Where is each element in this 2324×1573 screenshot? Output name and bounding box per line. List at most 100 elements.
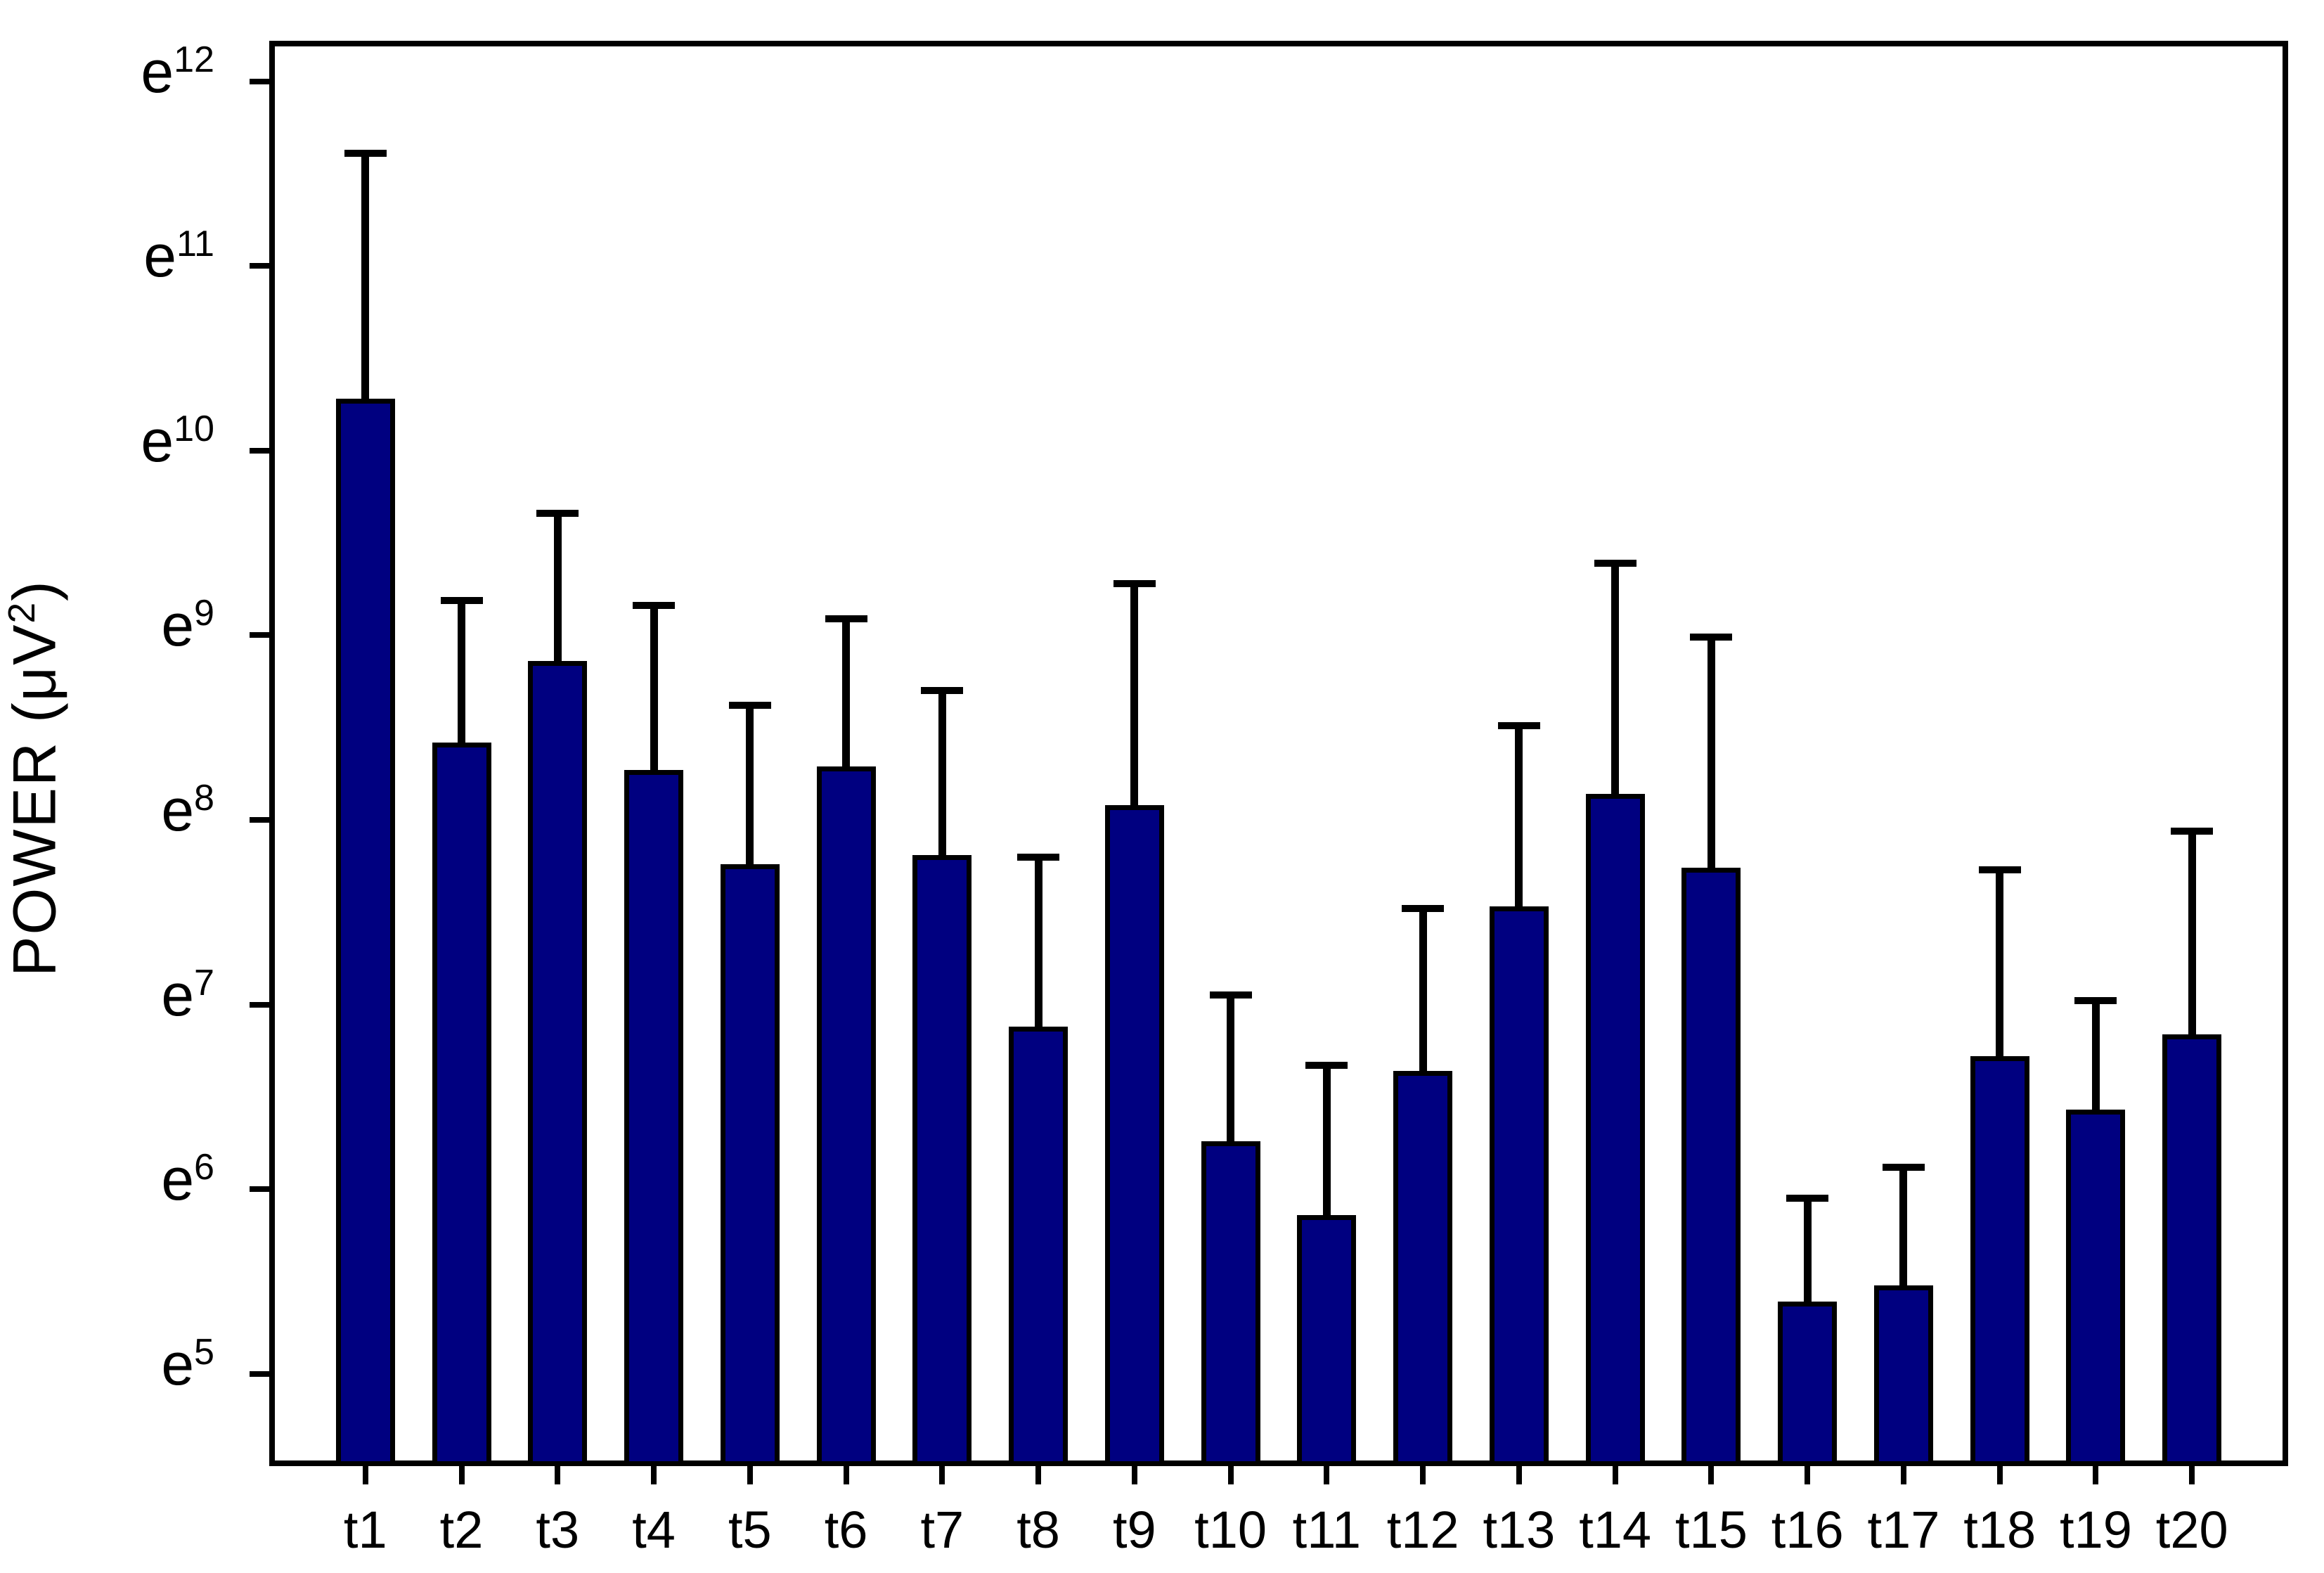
x-tick-label-t7: t7 (920, 1501, 964, 1559)
error-bar-line (1515, 726, 1523, 907)
x-tick-mark (1900, 1466, 1906, 1484)
x-tick-mark (555, 1466, 561, 1484)
y-tick-base: e (141, 38, 174, 105)
bar-t15 (1681, 868, 1741, 1466)
error-bar-line (1034, 856, 1042, 1027)
y-tick-exponent: 6 (194, 1147, 214, 1188)
bar-t5 (720, 864, 780, 1466)
bar-t14 (1585, 794, 1645, 1466)
bar-t6 (816, 766, 876, 1466)
x-tick-mark (2093, 1466, 2099, 1484)
error-bar-cap (1786, 1195, 1829, 1202)
y-tick-label: e12 (42, 38, 214, 106)
error-bar-line (1611, 563, 1620, 795)
x-tick-mark (362, 1466, 368, 1484)
x-tick-label-t10: t10 (1194, 1501, 1267, 1559)
y-tick-mark (250, 447, 269, 454)
y-tick-base: e (143, 223, 176, 290)
x-tick-label-t12: t12 (1386, 1501, 1459, 1559)
x-tick-label-t5: t5 (728, 1501, 772, 1559)
x-tick-label-t13: t13 (1483, 1501, 1556, 1559)
y-tick-exponent: 5 (194, 1331, 214, 1373)
error-bar-line (553, 513, 562, 662)
y-tick-label: e9 (42, 591, 214, 660)
error-bar-line (1419, 909, 1427, 1072)
y-tick-base: e (161, 961, 195, 1028)
x-tick-label-t4: t4 (632, 1501, 676, 1559)
x-tick-label-t3: t3 (536, 1501, 580, 1559)
x-tick-mark (1035, 1466, 1042, 1484)
x-tick-mark (1131, 1466, 1137, 1484)
x-tick-label-t18: t18 (1963, 1501, 2036, 1559)
y-tick-label: e10 (42, 407, 214, 475)
bar-t3 (528, 661, 588, 1466)
x-tick-mark (843, 1466, 849, 1484)
error-bar-line (361, 153, 370, 399)
bar-t4 (624, 770, 684, 1466)
bar-t10 (1201, 1141, 1260, 1466)
bar-t16 (1778, 1302, 1838, 1466)
error-bar-cap (1113, 579, 1156, 587)
x-tick-mark (651, 1466, 657, 1484)
y-tick-mark (250, 1186, 269, 1193)
error-bar-cap (728, 702, 771, 710)
error-bar-line (1322, 1065, 1331, 1215)
x-tick-label-t17: t17 (1867, 1501, 1940, 1559)
x-tick-label-t9: t9 (1112, 1501, 1156, 1559)
error-bar-cap (2171, 827, 2214, 835)
x-tick-mark (2189, 1466, 2195, 1484)
error-bar-cap (1594, 560, 1637, 567)
y-tick-label: e7 (42, 961, 214, 1029)
y-tick-mark (250, 632, 269, 638)
x-tick-mark (458, 1466, 465, 1484)
x-tick-mark (1420, 1466, 1426, 1484)
y-tick-exponent: 9 (194, 593, 214, 634)
y-tick-base: e (141, 407, 174, 474)
x-tick-label-t16: t16 (1771, 1501, 1844, 1559)
y-tick-base: e (161, 1146, 195, 1213)
error-bar-line (1130, 583, 1139, 805)
y-tick-label: e5 (42, 1330, 214, 1399)
error-bar-cap (1497, 722, 1540, 730)
error-bar-cap (344, 150, 387, 158)
error-bar-cap (1690, 634, 1733, 641)
x-tick-label-t1: t1 (343, 1501, 387, 1559)
error-bar-cap (825, 615, 867, 622)
error-bar-line (458, 600, 466, 743)
y-tick-exponent: 11 (176, 224, 214, 265)
y-tick-exponent: 12 (174, 39, 214, 80)
x-tick-mark (1516, 1466, 1522, 1484)
error-bar-cap (1305, 1062, 1348, 1070)
x-tick-mark (939, 1466, 945, 1484)
bar-t20 (2162, 1034, 2222, 1466)
bar-t1 (335, 399, 395, 1466)
y-tick-label: e8 (42, 776, 214, 845)
x-tick-label-t15: t15 (1674, 1501, 1748, 1559)
x-tick-mark (1805, 1466, 1811, 1484)
error-bar-cap (633, 602, 676, 610)
y-tick-label: e6 (42, 1145, 214, 1214)
y-tick-mark (250, 817, 269, 823)
bar-t17 (1873, 1285, 1933, 1466)
bar-t2 (432, 742, 491, 1466)
y-tick-exponent: 8 (194, 778, 214, 819)
x-tick-label-t6: t6 (824, 1501, 868, 1559)
y-tick-mark (250, 78, 269, 84)
error-bar-cap (1978, 866, 2021, 873)
y-tick-exponent: 7 (194, 962, 214, 1003)
error-bar-line (1996, 869, 2004, 1057)
error-bar-cap (1402, 905, 1445, 913)
y-tick-mark (250, 1001, 269, 1008)
plot-area (269, 41, 2288, 1466)
y-tick-exponent: 10 (174, 408, 214, 449)
x-tick-label-t2: t2 (439, 1501, 484, 1559)
bar-t9 (1104, 805, 1164, 1466)
error-bar-cap (921, 687, 964, 695)
x-tick-mark (1227, 1466, 1234, 1484)
y-tick-mark (250, 263, 269, 269)
x-tick-label-t8: t8 (1016, 1501, 1060, 1559)
x-tick-label-t11: t11 (1292, 1501, 1362, 1559)
error-bar-cap (440, 596, 483, 604)
error-bar-cap (1209, 991, 1252, 999)
